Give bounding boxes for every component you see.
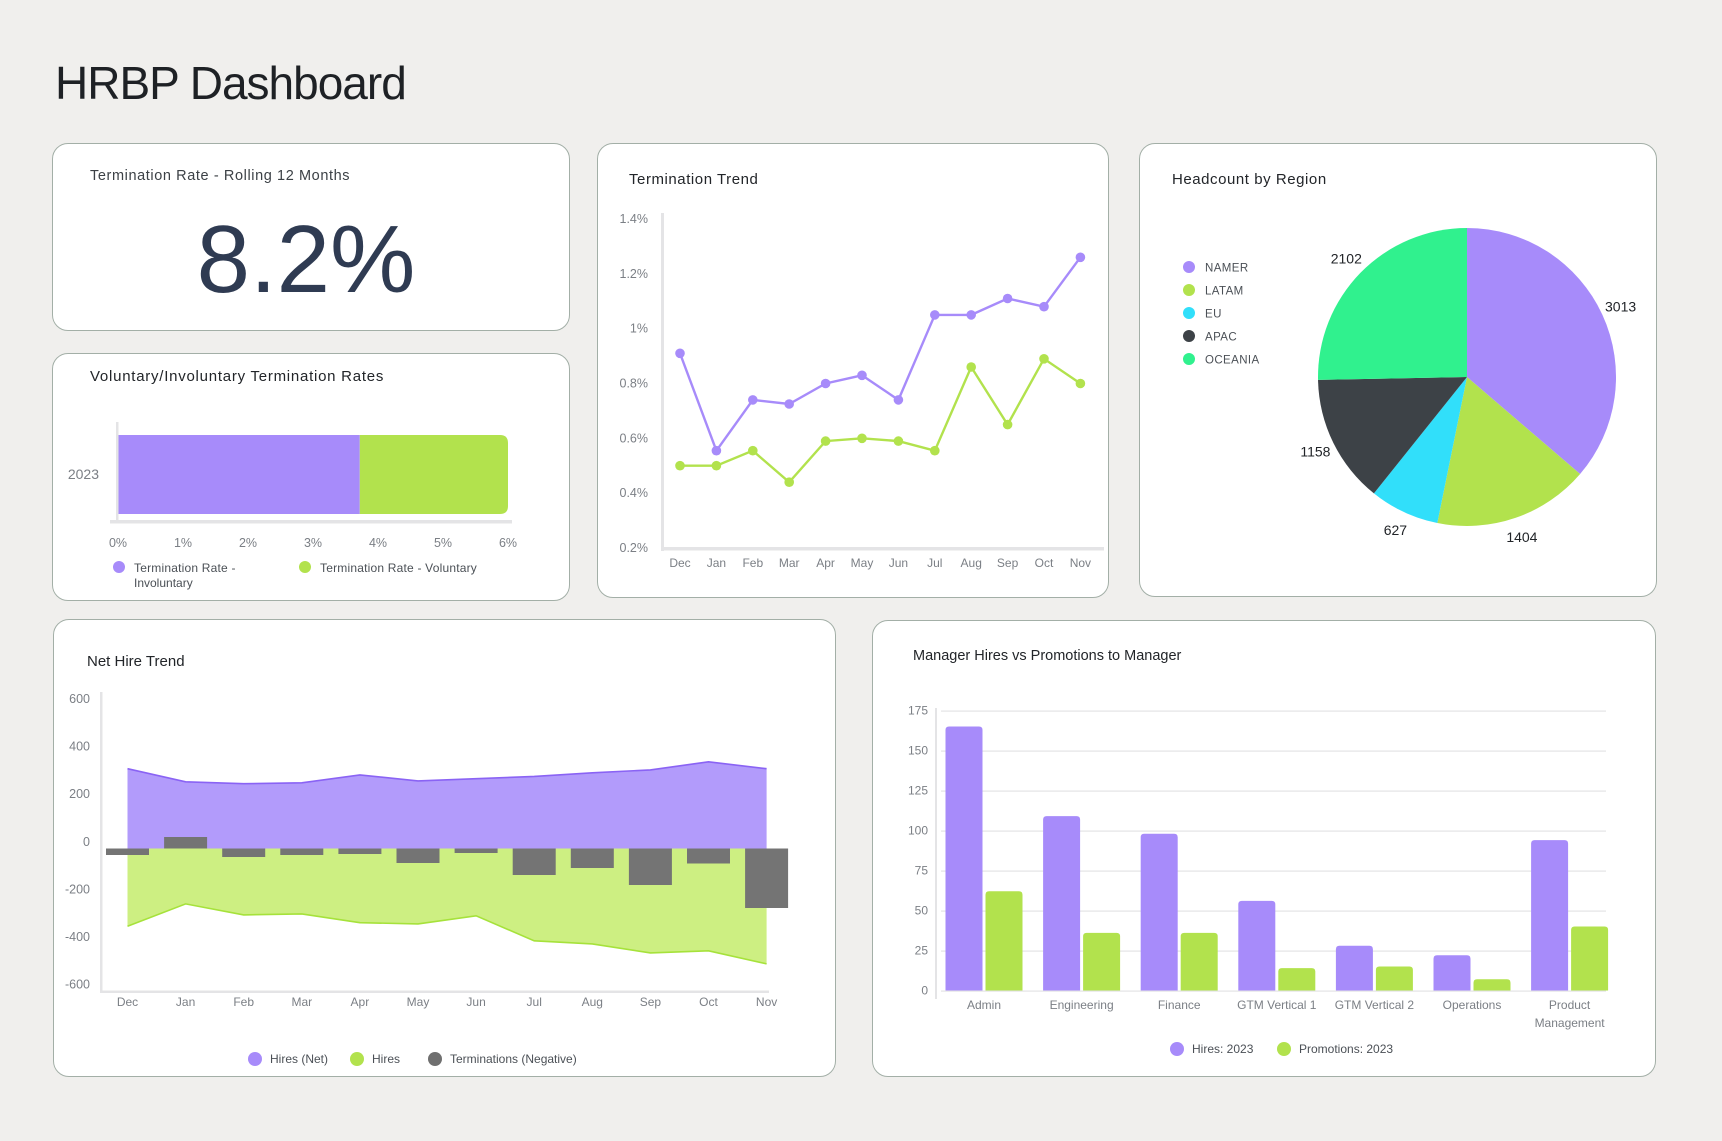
svg-text:0.6%: 0.6%: [620, 431, 649, 445]
svg-text:-400: -400: [65, 930, 90, 944]
svg-text:Engineering: Engineering: [1050, 998, 1114, 1012]
svg-text:0.2%: 0.2%: [620, 541, 649, 555]
svg-text:1.4%: 1.4%: [620, 212, 649, 226]
svg-text:Involuntary: Involuntary: [134, 576, 193, 590]
svg-text:Sep: Sep: [640, 995, 662, 1009]
svg-text:APAC: APAC: [1205, 332, 1237, 344]
svg-text:Oct: Oct: [1035, 556, 1054, 570]
svg-text:125: 125: [908, 784, 928, 798]
svg-text:Hires (Net): Hires (Net): [270, 1052, 328, 1066]
svg-text:400: 400: [69, 740, 90, 754]
svg-text:Feb: Feb: [233, 995, 254, 1009]
svg-text:Finance: Finance: [1158, 998, 1201, 1012]
svg-text:100: 100: [908, 824, 928, 838]
svg-text:Apr: Apr: [351, 995, 370, 1009]
svg-text:175: 175: [908, 704, 928, 718]
svg-text:Management: Management: [1535, 1016, 1606, 1030]
svg-text:Operations: Operations: [1443, 998, 1502, 1012]
svg-text:Sep: Sep: [997, 556, 1019, 570]
svg-text:OCEANIA: OCEANIA: [1205, 355, 1260, 367]
svg-text:0: 0: [83, 835, 90, 849]
svg-text:2%: 2%: [239, 536, 257, 550]
svg-text:LATAM: LATAM: [1205, 286, 1244, 298]
svg-text:GTM Vertical 2: GTM Vertical 2: [1335, 998, 1415, 1012]
svg-text:Termination Rate -: Termination Rate -: [134, 561, 236, 575]
svg-text:1.2%: 1.2%: [620, 267, 649, 281]
svg-text:3013: 3013: [1605, 298, 1636, 314]
svg-text:Nov: Nov: [1070, 556, 1091, 570]
svg-text:NAMER: NAMER: [1205, 263, 1249, 275]
svg-text:Mar: Mar: [779, 556, 800, 570]
svg-text:Jan: Jan: [707, 556, 726, 570]
svg-text:Jun: Jun: [466, 995, 485, 1009]
svg-text:2102: 2102: [1331, 251, 1362, 267]
svg-text:50: 50: [915, 904, 929, 918]
svg-text:1404: 1404: [1506, 529, 1537, 545]
svg-text:600: 600: [69, 692, 90, 706]
svg-text:-600: -600: [65, 978, 90, 992]
svg-text:3%: 3%: [304, 536, 322, 550]
svg-text:Hires: 2023: Hires: 2023: [1192, 1042, 1254, 1056]
svg-text:Jul: Jul: [527, 995, 542, 1009]
svg-text:Product: Product: [1549, 998, 1591, 1012]
svg-text:5%: 5%: [434, 536, 452, 550]
svg-text:GTM Vertical 1: GTM Vertical 1: [1237, 998, 1317, 1012]
svg-text:0.8%: 0.8%: [620, 377, 649, 391]
svg-text:1%: 1%: [630, 322, 648, 336]
svg-text:200: 200: [69, 787, 90, 801]
svg-text:4%: 4%: [369, 536, 387, 550]
svg-text:Nov: Nov: [756, 995, 777, 1009]
svg-text:0%: 0%: [109, 536, 127, 550]
svg-text:6%: 6%: [499, 536, 517, 550]
svg-text:627: 627: [1384, 522, 1408, 538]
svg-text:Hires: Hires: [372, 1052, 400, 1066]
svg-text:75: 75: [915, 864, 929, 878]
svg-text:Terminations (Negative): Terminations (Negative): [450, 1052, 577, 1066]
svg-text:-200: -200: [65, 882, 90, 896]
svg-text:1%: 1%: [174, 536, 192, 550]
svg-text:2023: 2023: [68, 466, 99, 482]
svg-text:Promotions: 2023: Promotions: 2023: [1299, 1042, 1393, 1056]
svg-text:Termination Rate - Voluntary: Termination Rate - Voluntary: [320, 561, 477, 575]
svg-text:Dec: Dec: [117, 995, 138, 1009]
svg-text:Jun: Jun: [889, 556, 908, 570]
svg-text:150: 150: [908, 744, 928, 758]
svg-text:EU: EU: [1205, 309, 1222, 321]
svg-text:Jul: Jul: [927, 556, 942, 570]
svg-text:Jan: Jan: [176, 995, 195, 1009]
svg-text:Mar: Mar: [291, 995, 312, 1009]
svg-text:Admin: Admin: [967, 998, 1001, 1012]
svg-text:Aug: Aug: [961, 556, 982, 570]
svg-text:Dec: Dec: [669, 556, 690, 570]
svg-text:0: 0: [921, 984, 928, 998]
svg-text:Apr: Apr: [816, 556, 835, 570]
svg-text:May: May: [407, 995, 430, 1009]
svg-text:0.4%: 0.4%: [620, 486, 649, 500]
svg-text:1158: 1158: [1300, 444, 1330, 460]
svg-text:Oct: Oct: [699, 995, 718, 1009]
svg-text:Feb: Feb: [742, 556, 763, 570]
svg-text:May: May: [851, 556, 874, 570]
svg-text:25: 25: [915, 944, 929, 958]
svg-text:Aug: Aug: [582, 995, 603, 1009]
